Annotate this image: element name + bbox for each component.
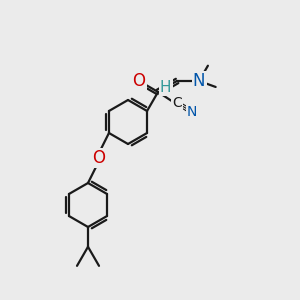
Text: C: C: [172, 96, 182, 110]
Text: N: N: [187, 105, 197, 119]
Text: N: N: [193, 72, 206, 90]
Text: O: O: [133, 72, 146, 90]
Text: O: O: [92, 149, 105, 167]
Text: H: H: [160, 80, 171, 95]
